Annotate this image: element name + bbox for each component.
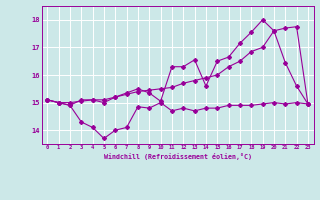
X-axis label: Windchill (Refroidissement éolien,°C): Windchill (Refroidissement éolien,°C) [104,153,252,160]
